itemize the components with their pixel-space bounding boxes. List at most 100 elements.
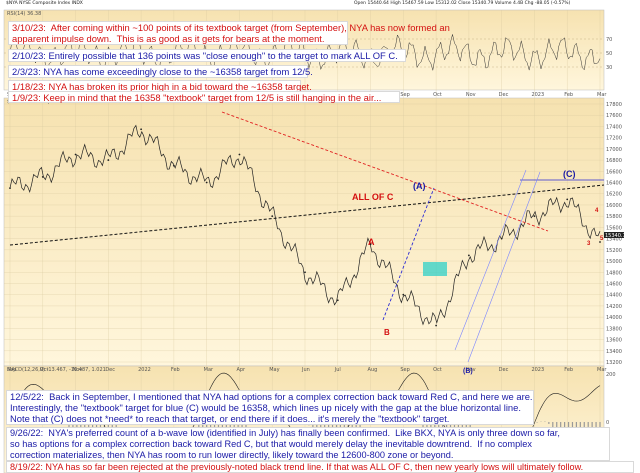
- price-axis-tick: 13200: [606, 360, 622, 366]
- price-axis-tick: 13600: [606, 338, 622, 344]
- price-point: [500, 237, 503, 240]
- price-axis-tick: 15000: [606, 259, 622, 265]
- price-point: [533, 215, 536, 218]
- price-axis-tick: 15200: [606, 248, 622, 254]
- price-axis-tick: 16800: [606, 158, 622, 164]
- x-axis-tick: Mar: [597, 92, 607, 98]
- price-point: [566, 198, 569, 201]
- annotation-9-26-22: 9/26/22: NYA's preferred count of a b-wa…: [6, 427, 610, 461]
- x-axis-tick: Sep: [400, 92, 409, 98]
- wave-label-blue-c: (C): [563, 169, 576, 179]
- price-axis-tick: 17200: [606, 136, 622, 142]
- annotation-3-10-23: 3/10/23: After coming within ~100 points…: [8, 21, 450, 45]
- price-point: [336, 299, 339, 302]
- annotation-1-9-23: 1/9/23: Keep in mind that the 16358 "tex…: [8, 91, 400, 103]
- wave-label-blue-a: (A): [413, 181, 426, 191]
- price-axis-tick: 15800: [606, 214, 622, 220]
- price-point: [402, 293, 405, 296]
- x-axis-tick-lower: Feb: [564, 367, 573, 373]
- price-point: [74, 153, 77, 156]
- price-point: [369, 243, 372, 246]
- price-point: [435, 324, 438, 327]
- x-axis-tick-lower: Mar: [597, 367, 607, 373]
- x-axis-tick-lower: Nov: [73, 367, 83, 373]
- x-axis-tick: Dec: [499, 92, 509, 98]
- price-axis-tick: 15600: [606, 225, 622, 231]
- price-axis-tick: 13800: [606, 326, 622, 332]
- wave-label-4: 4: [595, 208, 599, 214]
- rsi-axis-tick: 30: [606, 65, 612, 71]
- x-axis-tick: Feb: [564, 92, 573, 98]
- price-axis-tick: 16600: [606, 169, 622, 175]
- x-axis-tick: 2023: [531, 92, 544, 98]
- price-axis-tick: 17400: [606, 124, 622, 130]
- wave-label-3: 3: [587, 241, 591, 247]
- price-axis-tick: 14000: [606, 315, 622, 321]
- chart-quote-line: Open 15440.64 High 15467.59 Low 15312.02…: [354, 1, 571, 6]
- x-axis-tick-lower: Feb: [171, 367, 180, 373]
- annotation-2-10-23: 2/10/23: Entirely possible that 136 poin…: [8, 49, 406, 62]
- price-axis-tick: 17000: [606, 147, 622, 153]
- price-axis-tick: 13400: [606, 349, 622, 355]
- annotation-2-3-23: 2/3/23: NYA has come exceedingly close t…: [8, 65, 313, 78]
- price-point: [238, 153, 241, 156]
- price-point: [9, 187, 11, 190]
- x-axis-tick-lower: Nov: [466, 367, 476, 373]
- price-axis-tick: 16200: [606, 192, 622, 198]
- blue-channel-a: [382, 187, 435, 321]
- wave-label-blue-b: (B): [463, 368, 473, 375]
- wave-label-all-of-c: ALL OF C: [352, 192, 394, 202]
- annotation-8-19-22: 8/19/22: NYA has so far been rejected at…: [6, 461, 634, 473]
- annotation-12-5-22: 12/5/22: Back in September, I mentioned …: [6, 390, 534, 425]
- last-price-box: [604, 232, 624, 238]
- price-axis-tick: 16000: [606, 203, 622, 209]
- x-axis-tick-lower: Sep: [7, 367, 16, 373]
- red-downtrend-line: [221, 111, 549, 232]
- macd-axis-tick: 0: [606, 420, 609, 426]
- x-axis-tick-lower: Sep: [400, 367, 409, 373]
- x-axis-tick-lower: Dec: [105, 367, 115, 373]
- black-trend-line: [9, 184, 605, 246]
- price-point: [304, 271, 306, 274]
- x-axis-tick: Nov: [466, 92, 476, 98]
- price-axis-tick: 14200: [606, 304, 622, 310]
- x-axis-tick-lower: May: [269, 367, 279, 373]
- rsi-axis-tick: 50: [606, 51, 612, 57]
- last-price-label: 15340.79: [605, 233, 629, 239]
- price-point: [599, 241, 601, 243]
- x-axis-tick-lower: Apr: [236, 367, 246, 373]
- price-point: [140, 128, 143, 131]
- macd-axis-tick: 200: [606, 372, 616, 378]
- x-axis-tick-lower: Aug: [368, 367, 378, 373]
- price-axis-tick: 15400: [606, 237, 622, 243]
- price-axis-tick: 17600: [606, 113, 622, 119]
- price-axis-tick: 14800: [606, 270, 622, 276]
- x-axis-tick-lower: 2023: [531, 367, 544, 373]
- x-axis-tick-lower: Mar: [204, 367, 214, 373]
- price-point: [41, 176, 44, 178]
- price-axis-tick: 17800: [606, 102, 622, 108]
- x-axis-tick-lower: 2022: [138, 367, 151, 373]
- x-axis-tick-lower: Jun: [301, 367, 310, 373]
- price-axis-tick: 16400: [606, 181, 622, 187]
- price-point: [271, 215, 274, 218]
- x-axis-tick-lower: Jul: [334, 367, 341, 373]
- x-axis-tick-lower: Oct: [40, 367, 49, 373]
- gap-box: [423, 262, 447, 276]
- price-point: [172, 164, 175, 167]
- wave-label-b: B: [384, 328, 390, 337]
- rsi-axis-tick: 70: [606, 37, 612, 43]
- price-point: [467, 254, 470, 257]
- price-point: [205, 181, 208, 184]
- macd-label: MACD(12,26,9) -13.467, -10.487, 1.021: [7, 367, 106, 373]
- blue-channel-b: [454, 169, 527, 351]
- x-axis-tick: Oct: [433, 92, 442, 98]
- wave-label-a: A: [368, 237, 375, 247]
- rsi-label: RSI(14) 36.38: [7, 11, 41, 17]
- x-axis-tick-lower: Dec: [499, 367, 509, 373]
- price-axis-tick: 14600: [606, 281, 622, 287]
- x-axis-tick-lower: Oct: [433, 367, 442, 373]
- price-axis-tick: 14400: [606, 293, 622, 299]
- wave-label-5: 5: [600, 236, 604, 242]
- price-series: [9, 124, 601, 327]
